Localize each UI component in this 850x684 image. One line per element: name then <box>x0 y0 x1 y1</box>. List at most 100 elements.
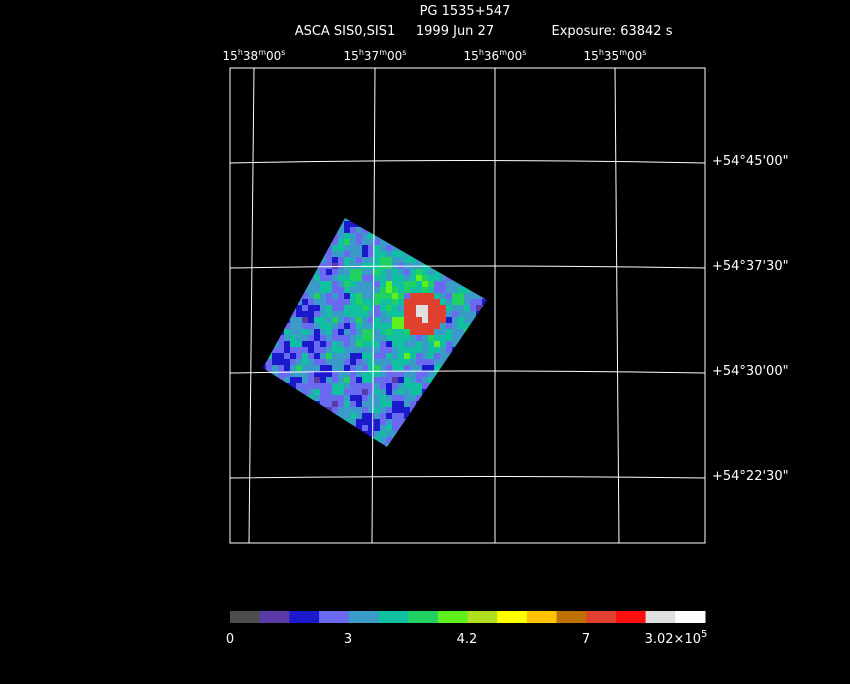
image-pixel <box>374 251 380 257</box>
image-pixel <box>314 293 320 299</box>
image-pixel <box>434 305 440 311</box>
image-pixel <box>308 305 314 311</box>
image-pixel <box>368 383 374 389</box>
dec-grid-line <box>229 160 706 164</box>
unit: s <box>402 48 406 57</box>
image-pixel <box>362 317 368 323</box>
image-pixel <box>386 275 392 281</box>
image-pixel <box>398 299 404 305</box>
image-pixel <box>350 419 356 425</box>
image-pixel <box>350 221 356 227</box>
image-pixel <box>392 293 398 299</box>
image-pixel <box>272 353 278 359</box>
image-pixel <box>398 257 404 263</box>
image-pixel <box>476 305 482 311</box>
image-pixel <box>278 359 284 365</box>
image-pixel <box>320 335 326 341</box>
image-pixel <box>380 371 386 377</box>
image-pixel <box>404 413 410 419</box>
image-pixel <box>314 275 320 281</box>
image-pixel <box>356 341 362 347</box>
image-pixel <box>398 287 404 293</box>
image-pixel <box>374 347 380 353</box>
image-pixel <box>356 299 362 305</box>
image-pixel <box>278 353 284 359</box>
image-pixel <box>368 305 374 311</box>
image-pixel <box>398 335 404 341</box>
image-pixel <box>302 329 308 335</box>
image-pixel <box>458 317 464 323</box>
image-pixel <box>362 341 368 347</box>
image-pixel <box>320 377 326 383</box>
image-pixel <box>320 353 326 359</box>
value: 15 <box>344 49 359 63</box>
image-pixel <box>308 335 314 341</box>
image-pixel <box>344 311 350 317</box>
image-pixel <box>470 317 476 323</box>
image-pixel <box>362 257 368 263</box>
image-pixel <box>404 281 410 287</box>
image-pixel <box>464 323 470 329</box>
image-pixel <box>368 341 374 347</box>
unit: h <box>238 48 243 57</box>
ra-label: 15h35m00s <box>584 48 647 63</box>
image-pixel <box>416 329 422 335</box>
image-pixel <box>374 305 380 311</box>
image-pixel <box>284 359 290 365</box>
image-pixel <box>380 275 386 281</box>
image-pixel <box>350 377 356 383</box>
image-pixel <box>380 425 386 431</box>
image-pixel <box>296 359 302 365</box>
image-pixel <box>296 323 302 329</box>
image-pixel <box>380 323 386 329</box>
image-pixel <box>428 305 434 311</box>
image-pixel <box>404 359 410 365</box>
image-pixel <box>404 389 410 395</box>
image-pixel <box>278 347 284 353</box>
image-pixel <box>314 395 320 401</box>
image-pixel <box>392 317 398 323</box>
image-pixel <box>386 407 392 413</box>
image-pixel <box>392 401 398 407</box>
image-pixel <box>446 299 452 305</box>
image-pixel <box>350 383 356 389</box>
image-pixel <box>338 257 344 263</box>
image-pixel <box>326 329 332 335</box>
image-pixel <box>440 323 446 329</box>
image-pixel <box>368 353 374 359</box>
image-pixel <box>362 245 368 251</box>
image-pixel <box>290 323 296 329</box>
image-pixel <box>374 419 380 425</box>
image-pixel <box>338 251 344 257</box>
image-pixel <box>356 353 362 359</box>
colorbar-segment <box>497 611 528 623</box>
image-pixel <box>404 287 410 293</box>
image-pixel <box>350 347 356 353</box>
image-pixel <box>332 371 338 377</box>
image-pixel <box>392 353 398 359</box>
image-pixel <box>350 245 356 251</box>
image-pixel <box>338 407 344 413</box>
colorbar-segment <box>378 611 409 623</box>
image-pixel <box>356 251 362 257</box>
colorbar-segment <box>556 611 587 623</box>
image-pixel <box>416 395 422 401</box>
image-pixel <box>380 353 386 359</box>
image-pixel <box>374 329 380 335</box>
image-pixel <box>350 269 356 275</box>
image-pixel <box>320 293 326 299</box>
image-pixel <box>446 287 452 293</box>
image-pixel <box>428 293 434 299</box>
colorbar-max-label: 3.02×105 <box>645 629 708 647</box>
image-pixel <box>350 287 356 293</box>
image-pixel <box>332 263 338 269</box>
image-pixel <box>476 293 482 299</box>
image-pixel <box>374 437 380 443</box>
image-pixel <box>362 401 368 407</box>
image-pixel <box>362 425 368 431</box>
image-pixel <box>338 395 344 401</box>
image-pixel <box>392 341 398 347</box>
image-pixel <box>326 317 332 323</box>
image-pixel <box>422 377 428 383</box>
exposure: Exposure: 63842 s <box>552 24 673 39</box>
